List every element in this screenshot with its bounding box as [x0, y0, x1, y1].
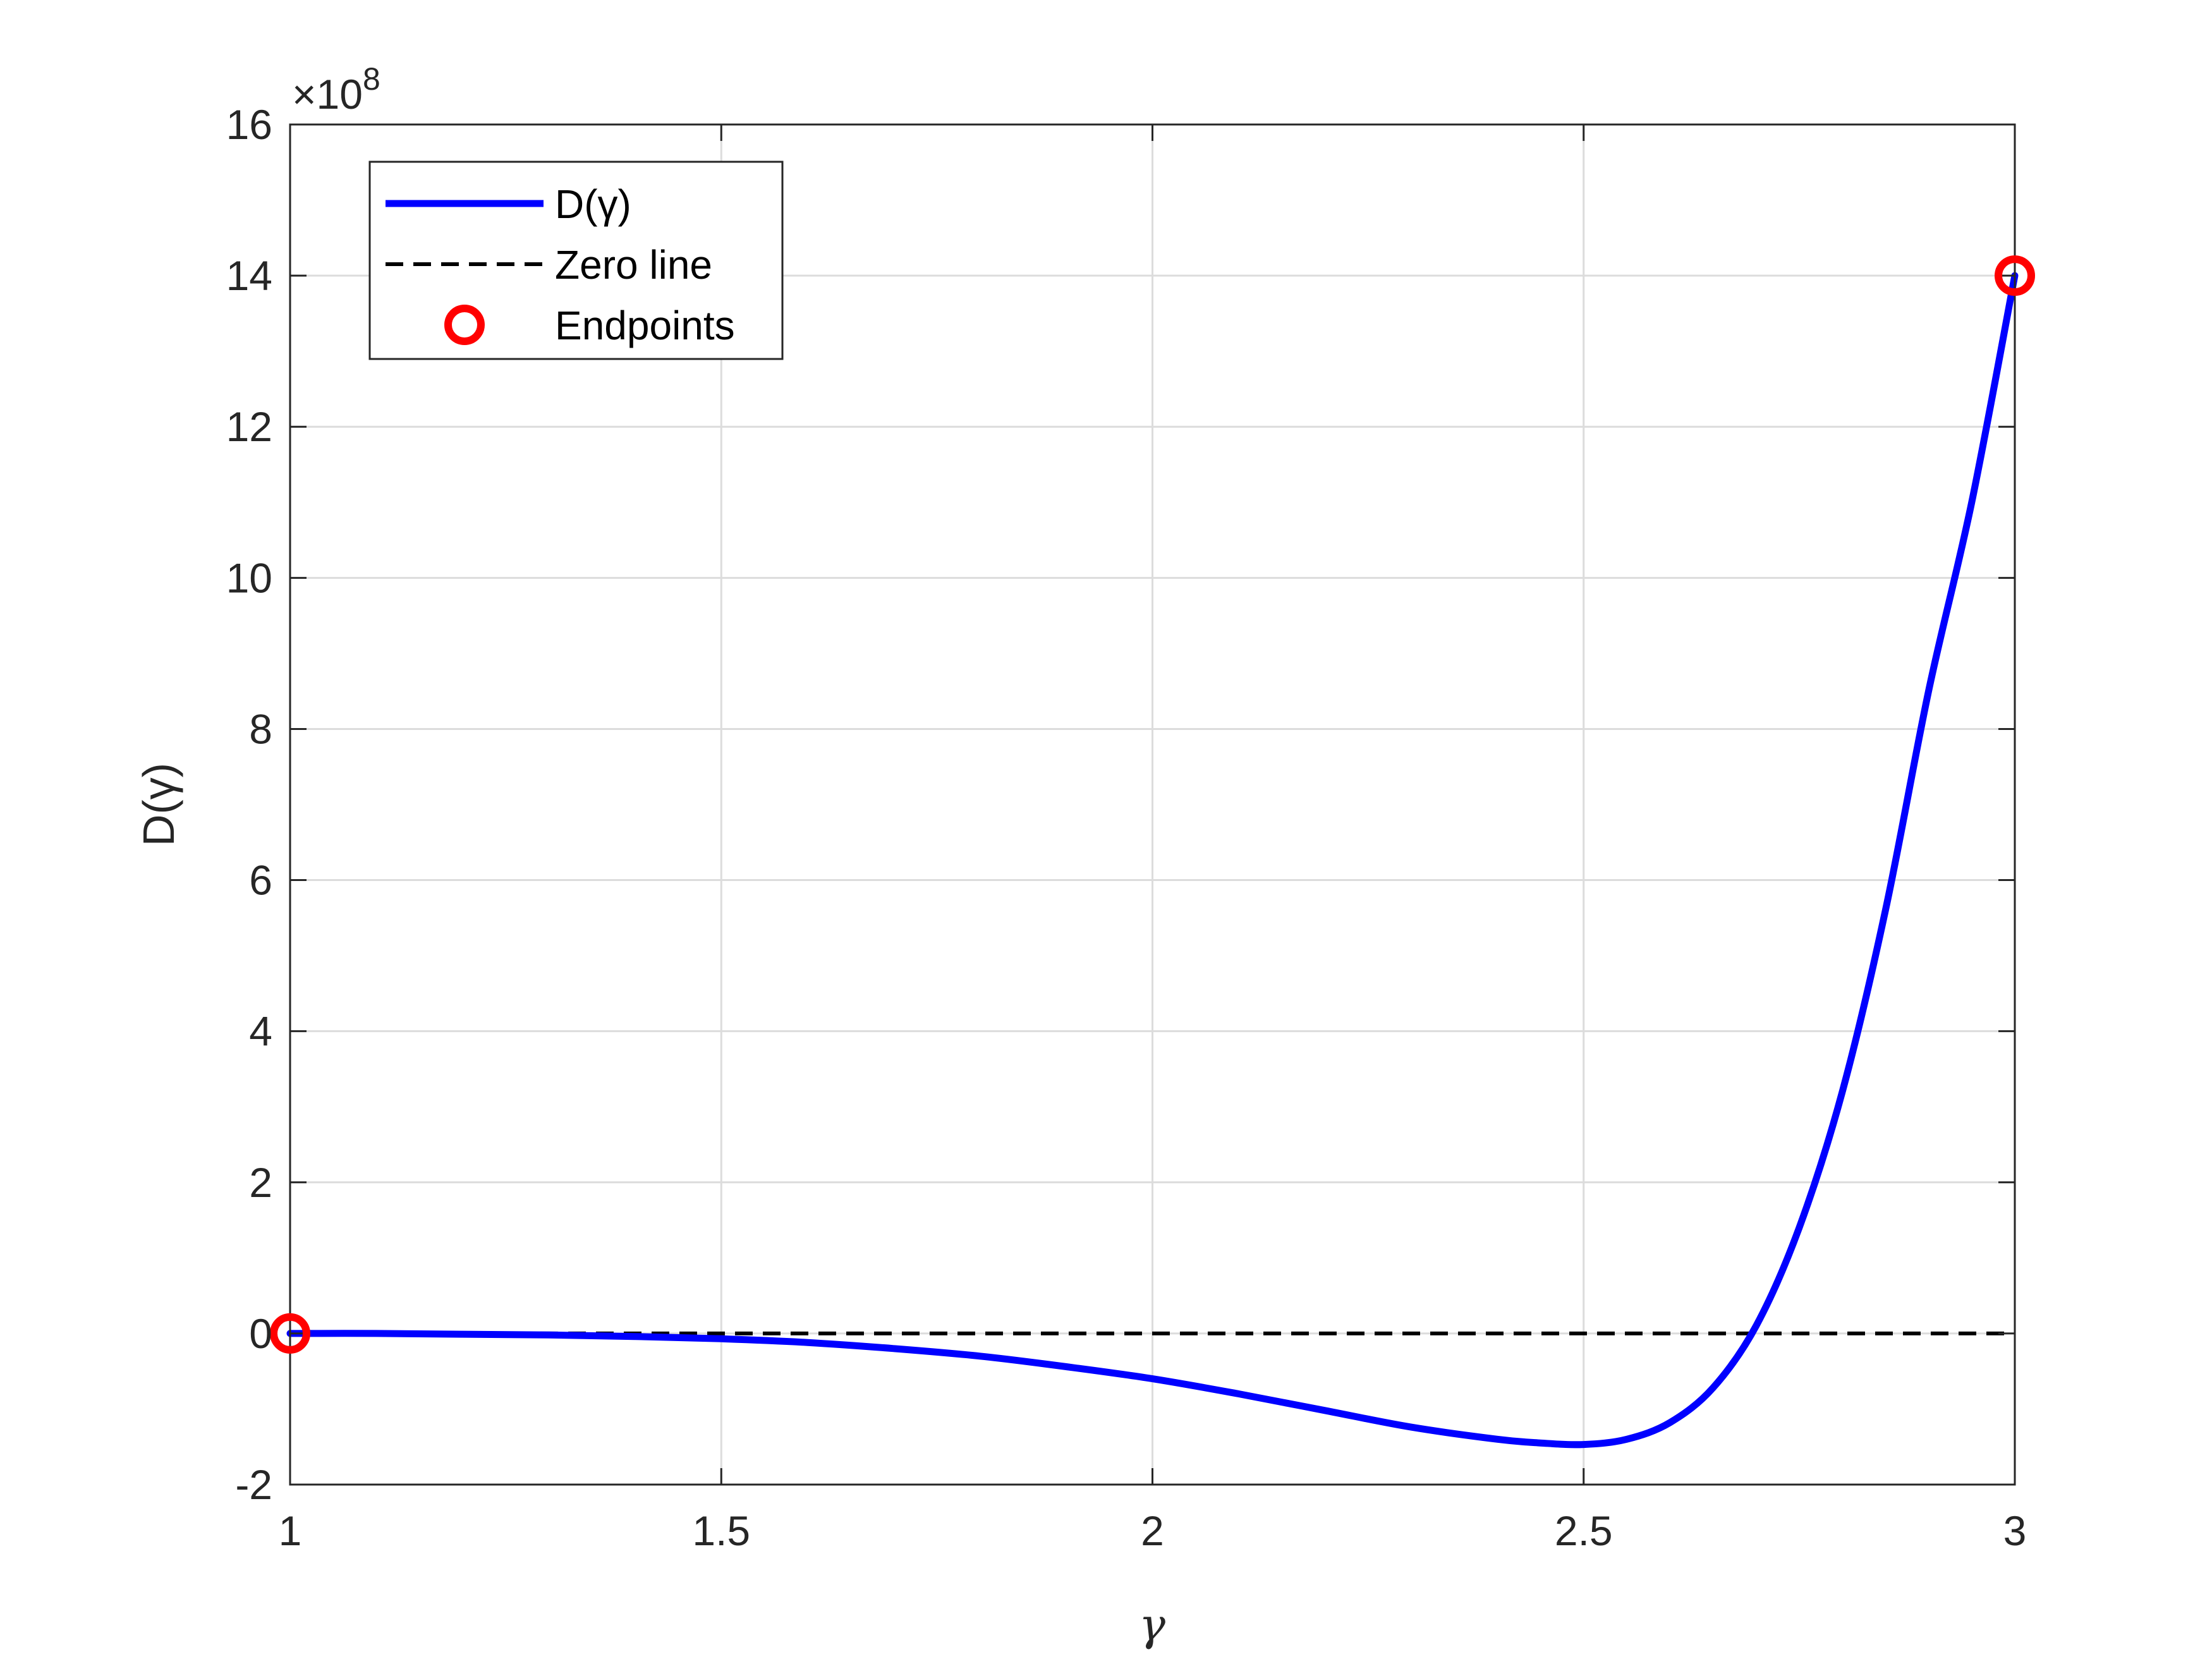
y-tick-label: 16	[226, 101, 272, 148]
ticks	[289, 123, 2016, 1486]
endpoint-marker	[1995, 255, 2035, 296]
y-tick-label: 12	[226, 403, 272, 450]
tick-labels: 1 1.5 2 2.5 3 -2 0 2 4 6 8 10 12 14 16	[226, 101, 2027, 1554]
x-tick-label: 2	[1141, 1507, 1164, 1554]
legend-label-zero-line: Zero line	[555, 242, 712, 288]
x-tick-label: 2.5	[1555, 1507, 1613, 1554]
x-tick-label: 3	[2003, 1507, 2027, 1554]
x-axis-label: γ	[1139, 1599, 1165, 1651]
x-tick-label: 1.5	[692, 1507, 750, 1554]
series-line-d-gamma	[286, 272, 2019, 1449]
y-tick-label: 4	[249, 1008, 272, 1055]
x-tick-label: 1	[279, 1507, 302, 1554]
y-tick-label: 0	[249, 1310, 272, 1357]
endpoint-marker	[270, 1313, 310, 1354]
y-tick-label: 10	[226, 554, 272, 601]
y-tick-label: 8	[249, 705, 272, 752]
marker-layer	[270, 255, 2035, 1354]
legend-label-endpoints: Endpoints	[555, 303, 735, 348]
y-axis-label: D(γ)	[134, 763, 183, 846]
legend: D(γ) Zero line Endpoints	[368, 161, 784, 360]
y-exponent-label: ×108	[292, 61, 380, 118]
legend-label-d-gamma: D(γ)	[555, 181, 631, 227]
y-tick-label: 2	[249, 1159, 272, 1206]
series-layer	[286, 272, 2019, 1449]
legend-box	[368, 161, 784, 360]
y-tick-label: 14	[226, 252, 272, 299]
y-tick-label: -2	[235, 1461, 272, 1508]
y-exponent-power: 8	[363, 61, 380, 97]
y-tick-label: 6	[249, 857, 272, 904]
legend-swatch-endpoints	[444, 305, 485, 345]
